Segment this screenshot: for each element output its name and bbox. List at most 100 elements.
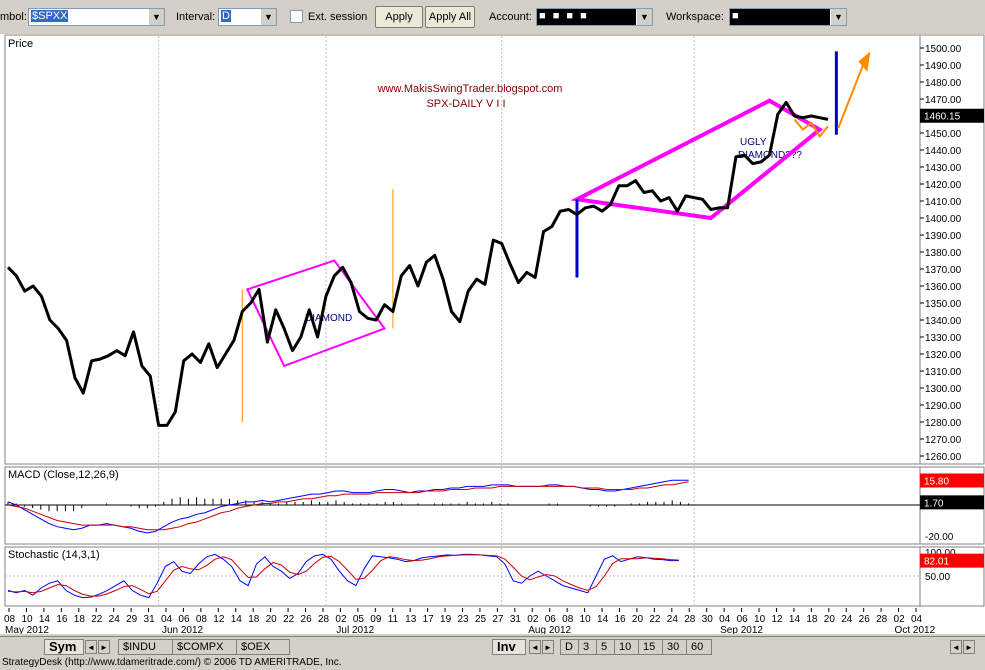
x-tick-label: 06 [545,614,557,625]
x-tick-label: 24 [841,614,853,625]
apply-all-button[interactable]: Apply All [425,6,475,28]
panel-title-macd: MACD (Close,12,26,9) [8,469,119,481]
y-tick-label: 1430.00 [925,163,962,174]
interval-combo[interactable]: D ▼ [218,8,277,26]
x-tick-label: 19 [440,614,452,625]
x-tick-label: 08 [4,614,16,625]
x-tick-label: 18 [806,614,818,625]
x-month-label: Sep 2012 [720,625,763,634]
ext-session-label: Ext. session [308,11,368,23]
chevron-down-icon[interactable]: ▼ [148,9,164,25]
y-tick-label: 1380.00 [925,248,962,259]
y-tick-label: 1300.00 [925,384,962,395]
x-tick-label: 02 [335,614,347,625]
tab-symbol-2[interactable]: $OEX [236,639,290,655]
symbol-combo[interactable]: $SPXX ▼ [28,8,165,26]
tab-sym[interactable]: Sym [44,639,84,655]
x-tick-label: 16 [56,614,68,625]
x-tick-label: 23 [458,614,470,625]
x-tick-label: 04 [911,614,923,625]
annotation-diamond: DIAMOND [305,313,352,324]
x-month-label: Jun 2012 [162,625,204,634]
tab-interval-5[interactable]: 30 [662,639,688,655]
stochastic-d-line [7,554,679,597]
x-tick-label: 27 [492,614,504,625]
chart-area[interactable]: Price1500.001490.001480.001470.001460.00… [0,34,985,636]
x-tick-label: 20 [266,614,278,625]
y-tick-label: 1330.00 [925,333,962,344]
x-tick-label: 24 [109,614,121,625]
x-tick-label: 24 [667,614,679,625]
ext-session-checkbox[interactable] [290,10,303,23]
nav-left-icon[interactable]: ◄ [85,640,97,654]
x-month-label: Jul 2012 [336,625,374,634]
x-tick-label: 09 [370,614,382,625]
y-tick-label: 1400.00 [925,214,962,225]
x-tick-label: 12 [771,614,783,625]
diamond-pattern-2 [570,98,824,221]
tab-symbol-1[interactable]: $COMPX [172,639,244,655]
stochastic-y-tick-100: 100.00 [925,548,956,559]
y-tick-label: 1410.00 [925,197,962,208]
tab-interval-2[interactable]: 5 [596,639,616,655]
account-value: ■ ■ ■ ■ [539,10,589,22]
x-tick-label: 17 [423,614,435,625]
nav-right-icon[interactable]: ► [98,640,110,654]
x-tick-label: 10 [21,614,33,625]
panel-frame-0 [4,34,921,465]
y-tick-label: 1270.00 [925,435,962,446]
projection-path [793,118,829,139]
x-tick-label: 12 [213,614,225,625]
nav-left-icon[interactable]: ◄ [950,640,962,654]
chevron-down-icon[interactable]: ▼ [260,9,276,25]
macd-signal-badge [920,495,984,510]
nav-left-icon[interactable]: ◄ [529,640,541,654]
x-tick-label: 02 [527,614,539,625]
account-combo[interactable]: ■ ■ ■ ■ ▼ [536,8,653,26]
x-month-label: Aug 2012 [528,625,571,634]
workspace-combo[interactable]: ■ ▼ [729,8,847,26]
diamond-pattern-1 [245,259,387,368]
watermark-url: www.MakisSwingTrader.blogspot.com [377,83,563,95]
x-tick-label: 10 [580,614,592,625]
x-tick-label: 28 [684,614,696,625]
workspace-value: ■ [732,10,741,22]
y-tick-label: 1360.00 [925,282,962,293]
tab-interval-4[interactable]: 15 [638,639,664,655]
stochastic-k-line [7,553,679,599]
x-tick-label: 18 [74,614,86,625]
price-series-line [6,100,829,427]
y-tick-label: 1320.00 [925,350,962,361]
x-tick-label: 31 [510,614,522,625]
x-tick-label: 29 [126,614,138,625]
nav-right-icon[interactable]: ► [963,640,975,654]
x-tick-label: 26 [859,614,871,625]
apply-button[interactable]: Apply [375,6,423,28]
x-tick-label: 28 [876,614,888,625]
tab-inv[interactable]: Inv [492,639,526,655]
status-text: StrategyDesk (http://www.tdameritrade.co… [2,657,342,668]
chevron-down-icon[interactable]: ▼ [830,9,846,25]
projection-arrow-line [837,56,868,129]
annotation-ugly: UGLY [740,137,767,148]
x-tick-label: 06 [178,614,190,625]
bottom-tab-bar: Sym ◄ ► $INDU $COMPX $OEX Inv ◄ ► D 3 5 10 1… [0,636,985,657]
y-tick-label: 1490.00 [925,61,962,72]
chevron-down-icon[interactable]: ▼ [636,9,652,25]
x-tick-label: 22 [91,614,103,625]
y-tick-label: 1260.00 [925,452,962,463]
tab-interval-6[interactable]: 60 [686,639,712,655]
tab-interval-1[interactable]: 3 [578,639,598,655]
y-tick-label: 1500.00 [925,44,962,55]
nav-right-icon[interactable]: ► [542,640,554,654]
tab-symbol-0[interactable]: $INDU [118,639,180,655]
last-price-label: 1460.15 [924,112,961,123]
x-tick-label: 20 [824,614,836,625]
x-tick-label: 18 [248,614,260,625]
tab-interval-0[interactable]: D [560,639,580,655]
chart-subtitle: SPX-DAILY V I I [426,98,505,110]
chart-canvas[interactable]: Price1500.001490.001480.001470.001460.00… [0,34,985,636]
tab-interval-3[interactable]: 10 [614,639,640,655]
y-tick-label: 1420.00 [925,180,962,191]
x-tick-label: 25 [475,614,487,625]
